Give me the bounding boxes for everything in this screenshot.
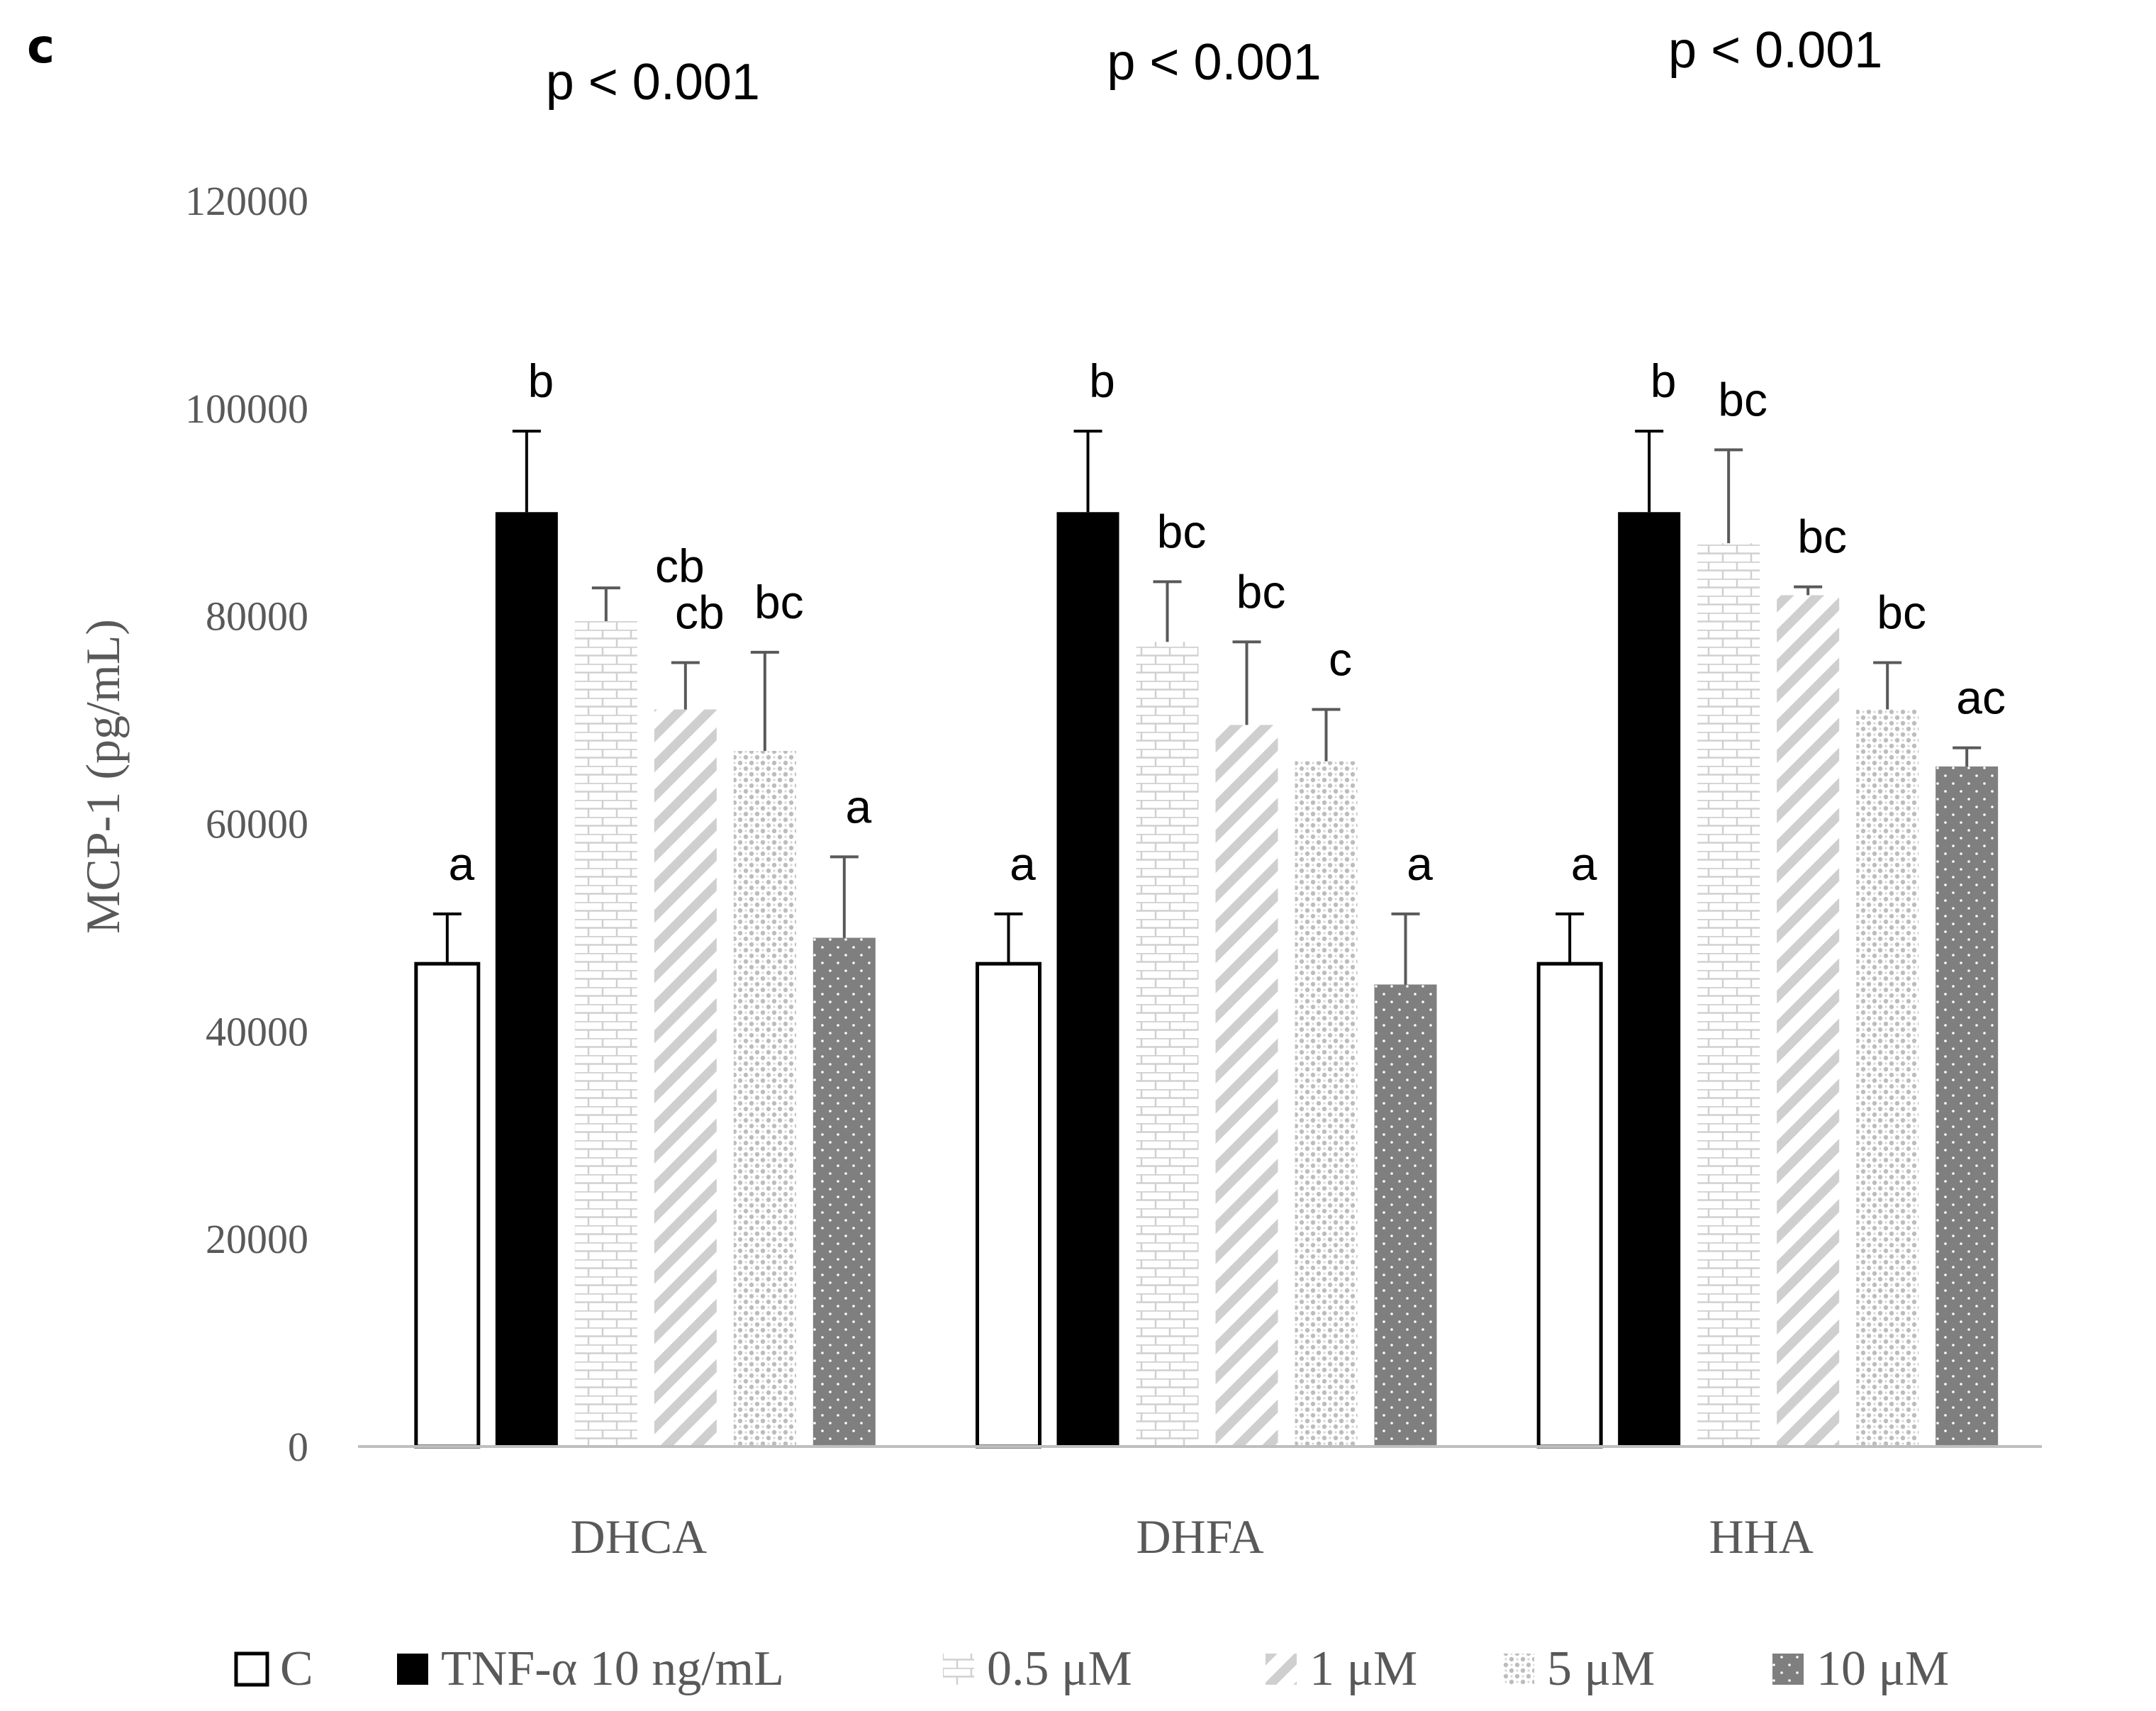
bar-hha-0-5-m bbox=[1697, 543, 1760, 1447]
significance-label: a bbox=[845, 780, 871, 832]
significance-label: bc bbox=[754, 576, 804, 628]
bar-hha-1-m bbox=[1777, 595, 1840, 1447]
significance-label: a bbox=[1571, 837, 1597, 890]
bar-dhfa-tnf-10-ng-ml bbox=[1056, 512, 1119, 1447]
significance-label: a bbox=[1407, 837, 1433, 890]
y-tick-label: 0 bbox=[288, 1424, 308, 1470]
legend-label-5-m: 5 μM bbox=[1547, 1642, 1655, 1696]
legend-swatch-1-m bbox=[1266, 1654, 1297, 1685]
y-tick-label: 20000 bbox=[206, 1216, 308, 1262]
legend-label-1-m: 1 μM bbox=[1309, 1642, 1417, 1696]
significance-label: a bbox=[448, 837, 474, 890]
legend-label-c: C bbox=[280, 1642, 313, 1696]
bar-dhca-10-m bbox=[812, 937, 876, 1447]
p-value-label: p < 0.001 bbox=[546, 54, 760, 111]
bar-dhfa-c bbox=[976, 962, 1041, 1449]
legend-swatch-10-m bbox=[1772, 1654, 1804, 1685]
legend-swatch-tnf-10-ng-ml bbox=[397, 1654, 428, 1685]
legend-label-10-m: 10 μM bbox=[1816, 1642, 1949, 1696]
significance-label: cb bbox=[655, 540, 705, 592]
legend-label-0-5-m: 0.5 μM bbox=[987, 1642, 1132, 1696]
x-axis: DHCA DHFA HHA bbox=[358, 1445, 2042, 1564]
y-tick-label: 80000 bbox=[206, 593, 308, 640]
significance-label: cb bbox=[675, 586, 725, 639]
x-tick-label: DHCA bbox=[570, 1510, 707, 1564]
legend-swatch-0-5-m bbox=[943, 1654, 974, 1685]
significance-label: bc bbox=[1797, 511, 1847, 563]
x-tick-label: HHA bbox=[1709, 1510, 1814, 1564]
x-tick-label: DHFA bbox=[1136, 1510, 1263, 1564]
bar-dhca-0-5-m bbox=[574, 620, 637, 1447]
bar-dhfa-1-m bbox=[1215, 725, 1278, 1447]
p-value-label: p < 0.001 bbox=[1107, 34, 1321, 91]
bar-dhca-c bbox=[414, 962, 481, 1449]
bar-hha-tnf-10-ng-ml bbox=[1618, 512, 1681, 1447]
y-tick-label: 60000 bbox=[206, 801, 308, 847]
significance-label: b bbox=[1089, 355, 1115, 407]
significance-label: b bbox=[527, 355, 554, 407]
p-values: p < 0.001 p < 0.001 p < 0.001 bbox=[546, 22, 1883, 111]
bar-dhfa-0-5-m bbox=[1136, 642, 1199, 1447]
bar-hha-10-m bbox=[1936, 766, 1999, 1447]
bar-hha-5-m bbox=[1856, 709, 1919, 1447]
significance-label: c bbox=[1329, 632, 1352, 685]
y-axis-label: MCP-1 (pg/mL) bbox=[76, 619, 130, 934]
bar-dhca-1-m bbox=[654, 709, 717, 1447]
bar-hha-c bbox=[1536, 962, 1603, 1449]
significance-label: bc bbox=[1718, 373, 1767, 425]
significance-label: bc bbox=[1877, 586, 1926, 639]
legend-swatch-c bbox=[234, 1651, 269, 1687]
p-value-label: p < 0.001 bbox=[1668, 22, 1882, 79]
legend-label-tnf-10-ng-ml: TNF-α 10 ng/mL bbox=[441, 1642, 784, 1696]
significance-label: a bbox=[1010, 837, 1036, 890]
y-tick-label: 100000 bbox=[185, 386, 308, 432]
significance-label: b bbox=[1650, 355, 1677, 407]
significance-label: bc bbox=[1157, 505, 1207, 557]
legend-swatch-5-m bbox=[1503, 1654, 1534, 1685]
y-tick-label: 40000 bbox=[206, 1008, 308, 1054]
y-axis: 0 20000 40000 60000 80000 100000 120000 bbox=[185, 178, 308, 1470]
bar-dhfa-5-m bbox=[1295, 761, 1358, 1447]
significance-label: ac bbox=[1956, 671, 2006, 724]
legend: C TNF-α 10 ng/mL 0.5 μM 1 μM 5 μM 10 μM bbox=[234, 1642, 1949, 1696]
y-tick-label: 120000 bbox=[185, 178, 308, 224]
bar-dhfa-10-m bbox=[1374, 984, 1437, 1447]
bar-dhca-5-m bbox=[733, 751, 796, 1447]
panel-label: c bbox=[27, 19, 55, 74]
bar-dhca-tnf-10-ng-ml bbox=[495, 512, 558, 1447]
significance-label: bc bbox=[1236, 565, 1286, 618]
